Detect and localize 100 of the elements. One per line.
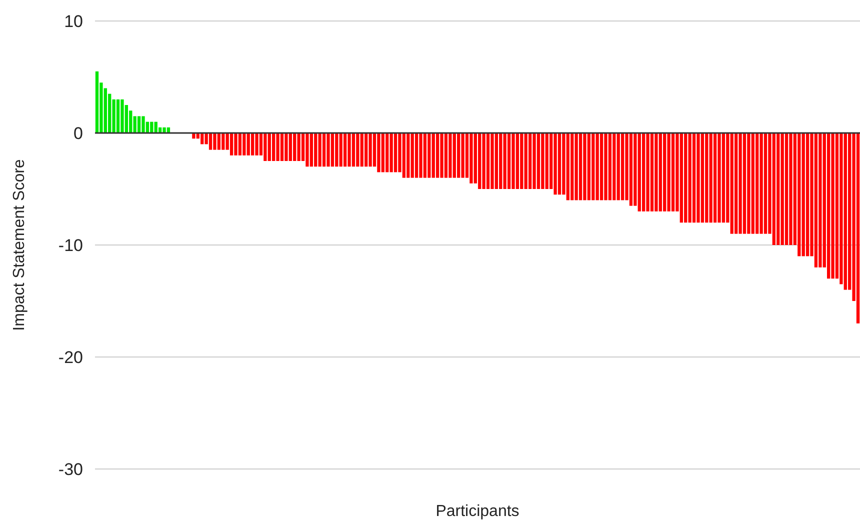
bar: [457, 133, 460, 178]
bar: [604, 133, 608, 200]
bar: [680, 133, 683, 223]
bar: [230, 133, 234, 156]
bar: [616, 133, 620, 200]
bar: [436, 133, 440, 178]
bar: [536, 133, 540, 189]
bar: [284, 133, 288, 161]
bar: [339, 133, 342, 167]
bar: [730, 133, 734, 234]
bar: [692, 133, 696, 223]
bar: [608, 133, 612, 200]
bar: [318, 133, 322, 167]
bar: [386, 133, 389, 172]
bar: [343, 133, 347, 167]
bar: [95, 71, 99, 133]
bar: [592, 133, 595, 200]
bar: [760, 133, 763, 234]
bar: [583, 133, 586, 200]
bar: [360, 133, 364, 167]
bar: [238, 133, 242, 156]
bar: [499, 133, 502, 189]
bar: [116, 99, 120, 133]
bar: [478, 133, 482, 189]
bar: [255, 133, 258, 156]
bar: [545, 133, 548, 189]
bar: [789, 133, 792, 245]
bar: [650, 133, 654, 212]
bar: [831, 133, 834, 279]
bar: [423, 133, 427, 178]
y-axis-title: Impact Statement Score: [11, 159, 28, 331]
bar: [242, 133, 246, 156]
bar: [667, 133, 670, 212]
bar: [494, 133, 498, 189]
bar: [306, 133, 309, 167]
bar: [268, 133, 271, 161]
bar: [578, 133, 582, 200]
bar: [368, 133, 372, 167]
bar: [394, 133, 398, 172]
bar: [335, 133, 338, 167]
bar: [772, 133, 776, 245]
bar: [470, 133, 473, 184]
bar: [246, 133, 250, 156]
bar: [524, 133, 528, 189]
bar: [671, 133, 675, 212]
bar: [776, 133, 780, 245]
bar: [330, 133, 334, 167]
bar: [288, 133, 292, 161]
bar: [574, 133, 578, 200]
bar: [570, 133, 574, 200]
bar: [428, 133, 431, 178]
bar: [414, 133, 418, 178]
bar: [554, 133, 557, 195]
bar: [217, 133, 221, 150]
bar: [696, 133, 700, 223]
bar: [410, 133, 414, 178]
bar: [461, 133, 464, 178]
bar: [756, 133, 759, 234]
bar: [814, 133, 818, 268]
bar: [381, 133, 384, 172]
bar: [826, 133, 830, 279]
bar: [432, 133, 435, 178]
y-tick-label: 10: [64, 12, 83, 31]
bar: [276, 133, 280, 161]
bar: [120, 99, 124, 133]
bar: [802, 133, 805, 256]
bar: [250, 133, 254, 156]
bar: [642, 133, 646, 212]
bar: [700, 133, 704, 223]
bar: [264, 133, 267, 161]
bar: [620, 133, 624, 200]
bar: [541, 133, 544, 189]
bar: [596, 133, 599, 200]
bar: [709, 133, 712, 223]
x-axis-title: Participants: [436, 503, 520, 520]
bar: [297, 133, 300, 161]
bar: [293, 133, 296, 161]
bar: [520, 133, 524, 189]
bar: [280, 133, 284, 161]
bar: [713, 133, 717, 223]
bar: [718, 133, 721, 223]
bar: [444, 133, 448, 178]
bar: [734, 133, 738, 234]
bar: [612, 133, 616, 200]
bar: [208, 133, 212, 150]
bar: [482, 133, 486, 189]
bar: [558, 133, 562, 195]
y-tick-label: 0: [74, 124, 83, 143]
bar: [600, 133, 604, 200]
bar: [780, 133, 784, 245]
bar: [348, 133, 351, 167]
bar: [722, 133, 726, 223]
bar: [806, 133, 810, 256]
bar: [452, 133, 456, 178]
bar: [222, 133, 225, 150]
bar: [142, 116, 145, 133]
bar: [738, 133, 742, 234]
bar: [486, 133, 490, 189]
bar: [406, 133, 410, 178]
bar: [503, 133, 506, 189]
